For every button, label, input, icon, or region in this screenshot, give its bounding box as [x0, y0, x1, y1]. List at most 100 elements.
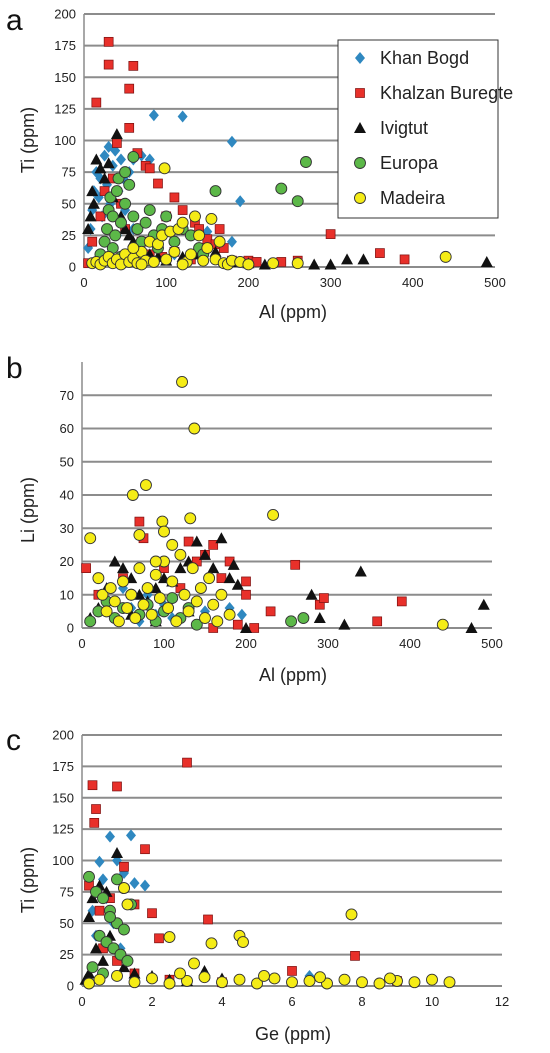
data-point-ivigtut	[84, 210, 97, 222]
data-point-europa	[121, 954, 134, 967]
data-point-ivigtut	[119, 223, 132, 235]
data-point-europa	[84, 615, 97, 628]
data-point-madeira	[205, 937, 218, 950]
data-point-ivigtut	[480, 255, 493, 267]
data-point-madeira	[104, 582, 117, 595]
data-point-ivigtut	[82, 223, 95, 235]
y-tick-label: 175	[54, 38, 76, 53]
data-point-madeira	[186, 562, 199, 575]
data-point-madeira	[203, 572, 216, 585]
data-point-ivigtut	[357, 253, 370, 265]
data-point-madeira	[205, 212, 218, 225]
data-point-khalzan-buregte	[287, 966, 297, 976]
data-point-khalzan-buregte	[81, 563, 91, 574]
panel-c-letter: c	[6, 724, 21, 757]
data-point-madeira	[135, 258, 148, 271]
data-point-europa	[139, 216, 152, 229]
data-point-khan-bogd	[236, 608, 247, 621]
data-point-khalzan-buregte	[124, 122, 135, 133]
legend-label-europa: Europa	[380, 153, 439, 173]
panel-a-ylabel: Ti (ppm)	[18, 107, 38, 173]
data-point-khalzan-buregte	[91, 804, 101, 814]
y-tick-label: 25	[62, 228, 76, 243]
data-point-madeira	[118, 882, 130, 895]
data-point-europa	[209, 185, 222, 198]
data-point-ivigtut	[90, 153, 103, 165]
data-point-ivigtut	[308, 258, 321, 270]
data-point-ivigtut	[98, 172, 111, 184]
data-point-europa	[109, 229, 122, 242]
data-point-madeira	[146, 972, 158, 985]
x-tick-label: 12	[495, 994, 509, 1009]
legend-marker-madeira	[354, 192, 366, 204]
data-point-khalzan-buregte	[350, 951, 360, 961]
panel-a-letter: a	[6, 4, 23, 37]
y-tick-label: 50	[60, 454, 74, 469]
data-point-ivigtut	[90, 942, 102, 954]
data-point-khan-bogd	[226, 235, 237, 248]
data-point-ivigtut	[190, 535, 203, 547]
y-tick-label: 75	[60, 884, 74, 899]
x-tick-label: 300	[317, 636, 339, 651]
data-point-madeira	[168, 245, 181, 258]
data-point-madeira	[286, 976, 298, 989]
data-point-madeira	[384, 972, 396, 985]
y-tick-label: 0	[69, 260, 76, 275]
data-point-madeira	[158, 525, 170, 538]
data-point-madeira	[121, 898, 134, 911]
data-point-madeira	[268, 972, 281, 985]
data-point-europa	[131, 223, 144, 236]
data-point-madeira	[194, 582, 207, 595]
data-point-ivigtut	[207, 562, 220, 574]
y-tick-label: 0	[67, 979, 74, 994]
data-point-europa	[104, 911, 116, 923]
data-point-madeira	[439, 250, 452, 263]
x-tick-label: 4	[218, 994, 225, 1009]
data-point-ivigtut	[324, 258, 337, 270]
data-point-ivigtut	[83, 910, 95, 922]
x-tick-label: 400	[399, 636, 421, 651]
x-tick-label: 300	[320, 275, 342, 290]
legend-marker-khan-bogd	[355, 52, 365, 64]
data-point-khalzan-buregte	[144, 163, 155, 174]
data-point-madeira	[408, 976, 421, 989]
data-point-europa	[168, 235, 181, 248]
legend: Khan Bogd Khalzan Buregte Ivigtut Europa Mad…	[337, 39, 513, 219]
data-point-ivigtut	[313, 612, 326, 624]
data-point-ivigtut	[465, 622, 478, 633]
data-point-madeira	[96, 588, 109, 601]
data-point-khan-bogd	[148, 109, 159, 122]
data-point-madeira	[233, 973, 246, 986]
data-point-khalzan-buregte	[103, 59, 114, 70]
data-point-ivigtut	[110, 128, 123, 140]
data-point-madeira	[345, 908, 358, 921]
data-point-ivigtut	[305, 588, 318, 600]
x-tick-label: 500	[481, 636, 503, 651]
data-point-europa	[83, 870, 95, 883]
data-point-khan-bogd	[235, 195, 246, 208]
data-point-ivigtut	[97, 954, 109, 966]
data-point-ivigtut	[215, 532, 228, 544]
data-point-europa	[160, 210, 173, 223]
data-point-madeira	[174, 548, 187, 561]
data-point-europa	[111, 873, 123, 886]
data-point-madeira	[242, 258, 255, 271]
y-tick-label: 150	[52, 790, 74, 805]
data-point-khalzan-buregte	[182, 757, 192, 768]
y-tick-label: 125	[52, 822, 74, 837]
legend-marker-ivigtut	[354, 122, 366, 133]
y-tick-label: 200	[54, 7, 76, 22]
data-point-europa	[119, 197, 132, 210]
y-tick-label: 50	[60, 916, 74, 931]
data-point-madeira	[176, 216, 189, 229]
data-point-khalzan-buregte	[124, 83, 135, 94]
data-point-madeira	[156, 515, 169, 528]
data-point-madeira	[176, 258, 189, 271]
data-point-madeira	[129, 612, 142, 624]
data-point-ivigtut	[258, 258, 271, 270]
data-point-madeira	[145, 608, 158, 621]
data-point-khalzan-buregte	[95, 211, 106, 222]
data-point-khalzan-buregte	[128, 61, 139, 71]
data-point-khalzan-buregte	[89, 817, 100, 828]
y-tick-label: 125	[54, 101, 76, 116]
